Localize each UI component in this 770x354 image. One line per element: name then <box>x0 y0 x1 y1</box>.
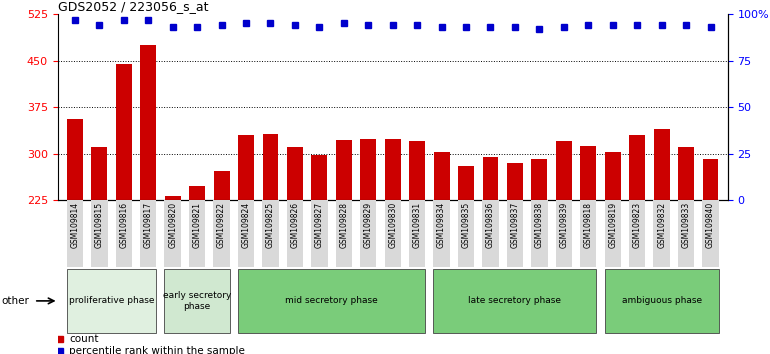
Bar <box>556 200 572 267</box>
Bar <box>580 200 597 267</box>
Bar <box>409 141 425 200</box>
Bar <box>654 129 670 200</box>
Bar <box>360 200 377 267</box>
Bar <box>458 166 474 200</box>
Bar <box>409 200 425 267</box>
Text: other: other <box>2 296 29 306</box>
Bar <box>116 200 132 267</box>
Bar <box>434 200 450 267</box>
Text: GSM109816: GSM109816 <box>119 202 129 248</box>
Bar <box>384 200 401 267</box>
Text: GSM109821: GSM109821 <box>192 202 202 248</box>
Bar <box>67 120 83 200</box>
FancyBboxPatch shape <box>67 269 156 333</box>
Bar <box>385 139 400 200</box>
Text: mid secretory phase: mid secretory phase <box>285 296 378 306</box>
Bar <box>189 186 205 200</box>
Bar <box>165 196 181 200</box>
Text: GSM109822: GSM109822 <box>217 202 226 248</box>
Bar <box>654 200 670 267</box>
Text: GSM109829: GSM109829 <box>363 202 373 248</box>
Text: percentile rank within the sample: percentile rank within the sample <box>69 346 245 354</box>
Bar <box>604 152 621 200</box>
Text: GSM109832: GSM109832 <box>657 202 666 248</box>
Bar <box>287 147 303 200</box>
Bar <box>263 134 279 200</box>
Bar <box>311 200 327 267</box>
Text: early secretory
phase: early secretory phase <box>163 291 231 310</box>
FancyBboxPatch shape <box>165 269 229 333</box>
Bar <box>286 200 303 267</box>
Text: GSM109840: GSM109840 <box>706 202 715 248</box>
Text: GSM109823: GSM109823 <box>633 202 641 248</box>
Bar <box>531 159 547 200</box>
Text: GSM109834: GSM109834 <box>437 202 446 248</box>
Bar <box>604 200 621 267</box>
Text: GDS2052 / 223056_s_at: GDS2052 / 223056_s_at <box>58 0 208 13</box>
Bar <box>311 155 327 200</box>
Bar <box>67 200 83 267</box>
Text: count: count <box>69 335 99 344</box>
Bar <box>629 135 645 200</box>
Text: GSM109825: GSM109825 <box>266 202 275 248</box>
Text: late secretory phase: late secretory phase <box>468 296 561 306</box>
Text: GSM109820: GSM109820 <box>168 202 177 248</box>
Bar <box>140 45 156 200</box>
Bar <box>92 147 107 200</box>
FancyBboxPatch shape <box>604 269 718 333</box>
Text: GSM109838: GSM109838 <box>535 202 544 248</box>
Text: proliferative phase: proliferative phase <box>69 296 154 306</box>
Text: GSM109839: GSM109839 <box>559 202 568 248</box>
Text: GSM109833: GSM109833 <box>681 202 691 248</box>
Text: GSM109837: GSM109837 <box>511 202 520 248</box>
Bar <box>238 135 254 200</box>
Bar <box>165 200 181 267</box>
Bar <box>702 159 718 200</box>
Text: ambiguous phase: ambiguous phase <box>621 296 701 306</box>
Bar <box>507 163 523 200</box>
Bar <box>507 200 523 267</box>
Bar <box>336 140 352 200</box>
Text: GSM109826: GSM109826 <box>290 202 300 248</box>
Text: GSM109831: GSM109831 <box>413 202 422 248</box>
Text: GSM109815: GSM109815 <box>95 202 104 248</box>
Bar <box>91 200 108 267</box>
Bar <box>483 156 498 200</box>
Bar <box>556 141 572 200</box>
Text: GSM109824: GSM109824 <box>242 202 250 248</box>
Bar <box>434 152 450 200</box>
Text: GSM109828: GSM109828 <box>340 202 348 248</box>
Bar <box>458 200 474 267</box>
Text: GSM109835: GSM109835 <box>461 202 470 248</box>
Text: GSM109814: GSM109814 <box>70 202 79 248</box>
Bar <box>482 200 499 267</box>
Bar <box>238 200 254 267</box>
Bar <box>189 200 206 267</box>
Bar <box>629 200 645 267</box>
FancyBboxPatch shape <box>238 269 425 333</box>
Bar <box>678 147 694 200</box>
Text: GSM109819: GSM109819 <box>608 202 618 248</box>
Bar <box>581 146 596 200</box>
Text: GSM109817: GSM109817 <box>144 202 152 248</box>
Bar <box>531 200 547 267</box>
Text: GSM109830: GSM109830 <box>388 202 397 248</box>
Bar <box>336 200 352 267</box>
Bar <box>360 139 377 200</box>
FancyBboxPatch shape <box>434 269 597 333</box>
Text: GSM109827: GSM109827 <box>315 202 324 248</box>
Bar <box>263 200 279 267</box>
Bar <box>678 200 695 267</box>
Bar <box>702 200 718 267</box>
Bar <box>116 64 132 200</box>
Bar <box>140 200 156 267</box>
Text: GSM109836: GSM109836 <box>486 202 495 248</box>
Bar <box>213 200 229 267</box>
Text: GSM109818: GSM109818 <box>584 202 593 248</box>
Bar <box>213 171 229 200</box>
